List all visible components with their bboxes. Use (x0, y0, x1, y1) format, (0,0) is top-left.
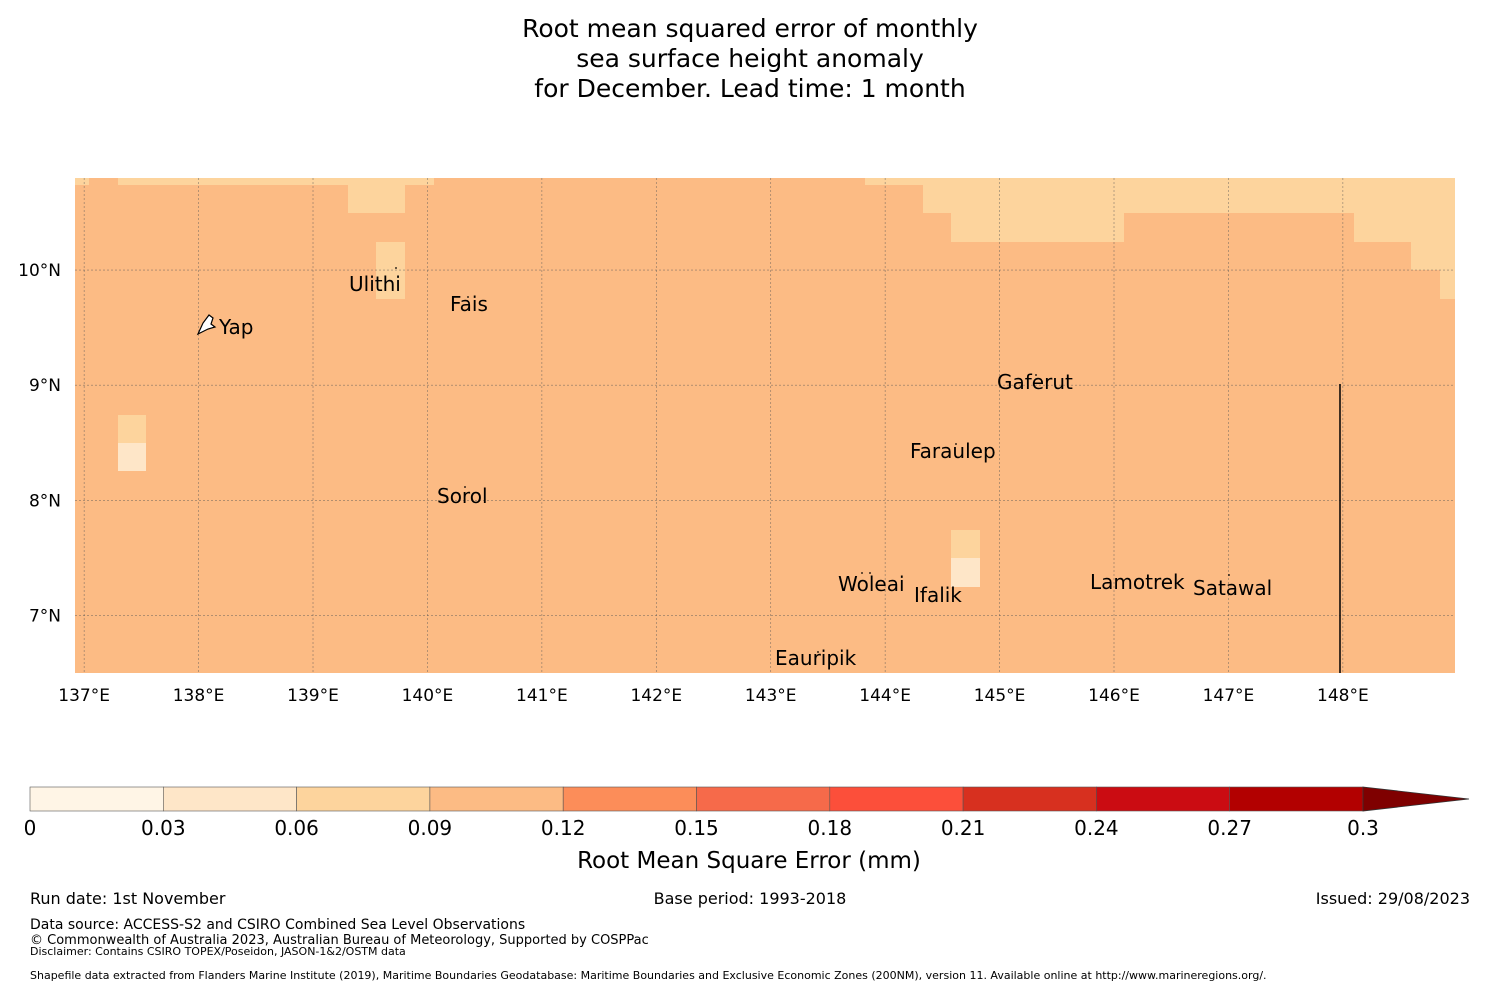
place-label-ulithi: Ulithi (349, 272, 401, 296)
rmse-cell (923, 185, 1455, 213)
colorbar-tick-label: 0.03 (141, 816, 186, 840)
shapefile-credit: Shapefile data extracted from Flanders M… (30, 969, 1267, 982)
colorbar-boxes (29, 786, 1364, 812)
colorbar-bin (962, 786, 1097, 812)
atoll-dot (395, 267, 397, 269)
rmse-cell (951, 213, 1124, 242)
colorbar-tick-label: 0.21 (941, 816, 986, 840)
place-label-eauripik: Eauripik (775, 646, 857, 670)
place-label-lamotrek: Lamotrek (1090, 570, 1185, 594)
lon-tick-label: 143°E (745, 686, 797, 706)
map-title: Root mean squared error of monthly sea s… (0, 14, 1500, 104)
rmse-cells (75, 178, 1455, 587)
place-label-faraulep: Faraulep (910, 439, 996, 463)
lat-tick-label: 7°N (29, 606, 61, 626)
colorbar-bin (829, 786, 964, 812)
issued-date: Issued: 29/08/2023 (1315, 889, 1470, 908)
lon-tick-label: 142°E (630, 686, 682, 706)
map-area[interactable]: Ulithi Fais Yap Gaferut Faraulep Sorol W… (75, 178, 1455, 673)
lon-tick-label: 145°E (974, 686, 1026, 706)
colorbar-tick-label: 0 (24, 816, 37, 840)
rmse-cell (118, 178, 434, 185)
rmse-cell (376, 242, 405, 299)
colorbar-tick-label: 0.06 (274, 816, 319, 840)
atoll-dot (869, 572, 871, 574)
rmse-cell (1354, 213, 1455, 242)
lon-tick-label: 141°E (516, 686, 568, 706)
colorbar-tick-label: 0.12 (541, 816, 586, 840)
copyright: © Commonwealth of Australia 2023, Austra… (30, 933, 649, 948)
place-label-yap: Yap (218, 315, 253, 339)
rmse-cell (865, 178, 1455, 185)
colorbar-tick-label: 0.24 (1074, 816, 1119, 840)
colorbar-bin (696, 786, 831, 812)
rmse-cell (1411, 242, 1455, 270)
colorbar-tick-label: 0.09 (408, 816, 453, 840)
place-label-woleai: Woleai (838, 572, 905, 596)
run-date: Run date: 1st November (30, 889, 226, 908)
place-label-gaferut: Gaferut (997, 370, 1073, 394)
colorbar-label: Root Mean Square Error (mm) (577, 848, 921, 874)
colorbar-tick-labels: 0 0.03 0.06 0.09 0.12 0.15 0.18 0.21 0.24 0.27 0.3 (24, 816, 1379, 840)
colorbar-bin (562, 786, 697, 812)
latitude-tick-labels: 10°N 9°N 8°N 7°N (18, 261, 61, 626)
lon-tick-label: 137°E (58, 686, 110, 706)
disclaimer: Disclaimer: Contains CSIRO TOPEX/Poseido… (30, 945, 406, 958)
colorbar-bin (29, 786, 164, 812)
colorbar-tick-label: 0.15 (674, 816, 719, 840)
colorbar-bin (429, 786, 564, 812)
place-label-sorol: Sorol (437, 484, 488, 508)
title-line-1: Root mean squared error of monthly (522, 14, 978, 43)
lat-tick-label: 8°N (29, 491, 61, 511)
lon-tick-label: 140°E (402, 686, 454, 706)
atoll-dot (467, 296, 469, 298)
lon-tick-label: 146°E (1088, 686, 1140, 706)
colorbar-bin (163, 786, 297, 812)
colorbar-tick-label: 0.3 (1347, 816, 1379, 840)
atoll-dot (464, 486, 466, 488)
lon-tick-label: 138°E (173, 686, 225, 706)
atoll-dot (1228, 574, 1230, 576)
map-gridlines (75, 178, 1455, 673)
longitude-tick-labels: 137°E 138°E 139°E 140°E 141°E 142°E 143°E 144°E… (58, 686, 1368, 706)
place-label-ifalik: Ifalik (914, 583, 962, 607)
rmse-cell (118, 443, 146, 471)
colorbar-tick-label: 0.27 (1207, 816, 1252, 840)
colorbar-bin (1229, 786, 1364, 812)
lon-tick-label: 148°E (1317, 686, 1369, 706)
colorbar-bin (296, 786, 431, 812)
rmse-cell (348, 185, 405, 213)
atoll-dot (861, 572, 863, 574)
atoll-dot (817, 651, 819, 653)
place-label-fais: Fais (450, 292, 488, 316)
atoll-dot (1035, 374, 1037, 376)
title-line-3: for December. Lead time: 1 month (534, 74, 966, 103)
yap-island-shape (196, 314, 217, 336)
base-period: Base period: 1993-2018 (653, 889, 847, 908)
colorbar-bin (1096, 786, 1231, 812)
lat-tick-label: 9°N (29, 376, 61, 396)
data-source: Data source: ACCESS-S2 and CSIRO Combine… (30, 917, 526, 933)
colorbar-extend-arrow (1362, 786, 1470, 812)
lon-tick-label: 144°E (859, 686, 911, 706)
lat-tick-label: 10°N (18, 261, 61, 281)
rmse-cell (951, 530, 980, 558)
rmse-field-background (75, 178, 1455, 673)
atoll-dots (395, 267, 1230, 653)
rmse-cell (1440, 270, 1455, 299)
rmse-cell (75, 178, 89, 185)
place-label-satawal: Satawal (1193, 576, 1272, 600)
title-line-2: sea surface height anomaly (576, 44, 924, 73)
lon-tick-label: 147°E (1203, 686, 1255, 706)
colorbar-tick-label: 0.18 (808, 816, 853, 840)
rmse-cell (118, 415, 146, 443)
lon-tick-label: 139°E (287, 686, 339, 706)
rmse-cell (951, 558, 980, 587)
atoll-dot (955, 443, 957, 445)
place-labels: Ulithi Fais Yap Gaferut Faraulep Sorol W… (218, 272, 1272, 670)
colorbar: 0 0.03 0.06 0.09 0.12 0.15 0.18 0.21 0.24 0.27 0.3… (24, 786, 1470, 874)
